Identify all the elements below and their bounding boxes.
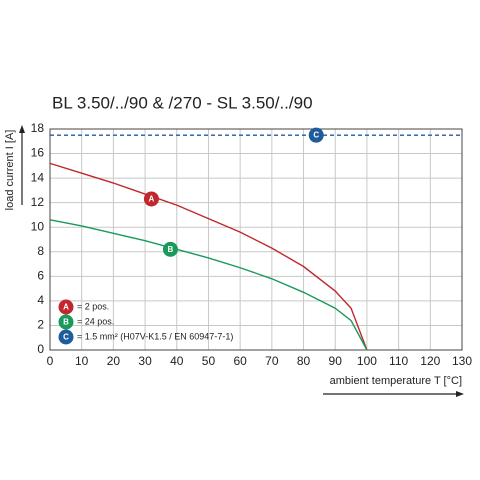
y-tick-label: 16 <box>31 146 45 160</box>
x-tick-label: 50 <box>202 354 216 368</box>
series-badge <box>143 191 159 207</box>
x-tick-label: 0 <box>47 354 54 368</box>
series-line <box>49 162 368 351</box>
series-badge <box>58 329 74 345</box>
legend-label: = 1.5 mm² (H07V-K1.5 / EN 60947-7-1) <box>77 331 233 341</box>
y-tick-label: 4 <box>37 293 44 307</box>
y-tick-label: 18 <box>31 121 45 135</box>
x-tick-label: 60 <box>233 354 247 368</box>
x-tick-label: 30 <box>138 354 152 368</box>
plot-frame <box>49 128 463 351</box>
y-axis-label: load current I [A] <box>4 130 16 211</box>
x-tick-label: 110 <box>389 354 408 368</box>
y-tick-label: 14 <box>31 170 45 184</box>
series-badge-letter: C <box>63 333 69 342</box>
y-tick-label: 10 <box>31 219 45 233</box>
series-badge <box>58 314 74 330</box>
series-badge-letter: C <box>313 131 319 140</box>
series-badge-letter: B <box>63 318 69 327</box>
y-tick-label: 12 <box>31 195 45 209</box>
x-tick-label: 130 <box>452 354 472 368</box>
x-tick-label: 100 <box>357 354 377 368</box>
series-badge <box>58 299 74 315</box>
series-badge <box>162 241 178 257</box>
chart-title: BL 3.50/../90 & /270 - SL 3.50/../90 <box>52 93 313 112</box>
series-badge-letter: B <box>168 245 174 254</box>
series-line <box>49 219 368 351</box>
x-tick-label: 90 <box>329 354 343 368</box>
x-tick-label: 120 <box>420 354 440 368</box>
series-badge <box>308 127 324 143</box>
x-tick-label: 80 <box>297 354 311 368</box>
series-badge-letter: A <box>149 195 155 204</box>
x-tick-label: 40 <box>170 354 184 368</box>
x-tick-label: 70 <box>265 354 279 368</box>
y-tick-label: 0 <box>37 342 44 356</box>
x-arrow-head <box>456 391 464 397</box>
legend-label: = 2 pos. <box>77 301 109 311</box>
series-badge-letter: A <box>63 303 69 312</box>
x-tick-label: 10 <box>75 354 89 368</box>
y-tick-label: 6 <box>37 269 44 283</box>
legend-label: = 24 pos. <box>77 316 114 326</box>
x-axis-label: ambient temperature T [°C] <box>330 375 462 387</box>
y-tick-label: 8 <box>37 244 44 258</box>
y-arrow-head <box>19 125 25 133</box>
y-tick-label: 2 <box>37 318 44 332</box>
x-tick-label: 20 <box>107 354 121 368</box>
